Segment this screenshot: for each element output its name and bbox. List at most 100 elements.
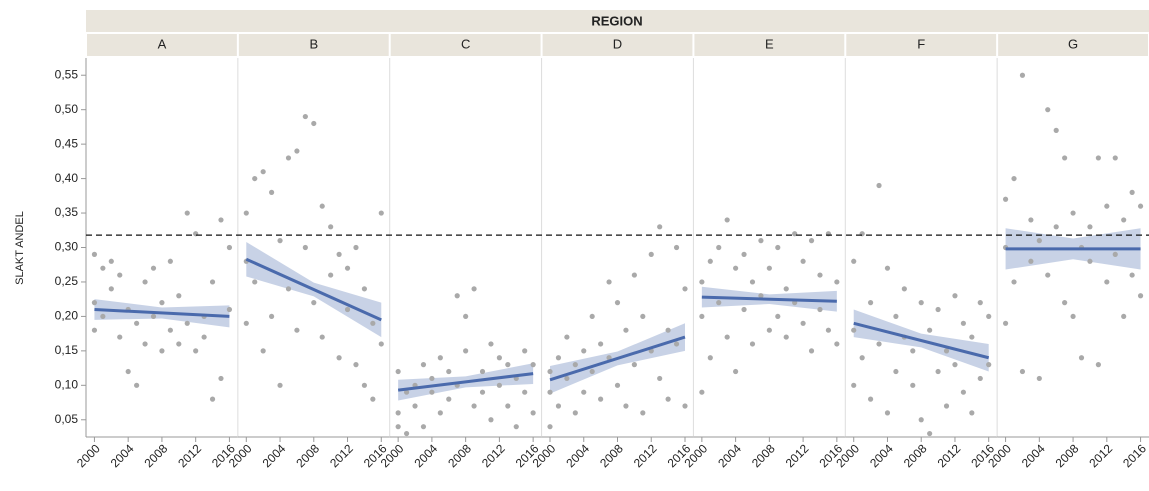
data-point xyxy=(1104,203,1110,209)
data-point xyxy=(530,410,536,416)
data-point xyxy=(943,403,950,409)
data-point xyxy=(935,368,941,375)
data-point xyxy=(1095,362,1101,368)
data-point xyxy=(269,313,275,320)
data-point xyxy=(918,300,924,306)
data-point xyxy=(817,306,823,313)
data-point xyxy=(952,362,958,368)
y-tick-label: 0,50 xyxy=(55,102,79,116)
x-tick-label: 2012 xyxy=(479,441,508,470)
data-point xyxy=(243,210,249,216)
data-point xyxy=(269,189,275,195)
data-point xyxy=(361,286,368,292)
data-point xyxy=(766,265,772,271)
trend-line xyxy=(94,308,230,318)
data-point xyxy=(884,410,891,416)
facet-title: B xyxy=(309,36,318,51)
data-point xyxy=(471,403,477,409)
data-point xyxy=(749,279,756,285)
data-point xyxy=(1002,196,1009,202)
data-point xyxy=(547,389,553,395)
data-point xyxy=(108,286,114,292)
facet-strip xyxy=(238,34,389,56)
data-point xyxy=(167,258,173,264)
data-point xyxy=(969,410,975,416)
data-point xyxy=(665,396,671,402)
data-point xyxy=(167,327,173,333)
data-point xyxy=(302,244,308,251)
data-point xyxy=(336,251,342,257)
data-point xyxy=(699,313,705,320)
data-point xyxy=(328,272,334,278)
facet-strip xyxy=(390,34,541,56)
data-point xyxy=(741,306,747,313)
data-point xyxy=(513,424,519,430)
data-point xyxy=(673,244,680,251)
data-point xyxy=(775,244,781,251)
data-point xyxy=(977,375,983,382)
data-point xyxy=(657,375,663,382)
data-point xyxy=(1011,279,1017,285)
data-point xyxy=(302,113,308,120)
data-point xyxy=(420,362,427,368)
data-point xyxy=(193,348,199,354)
data-point xyxy=(370,396,376,402)
trend-line xyxy=(549,335,686,382)
data-point xyxy=(488,417,494,423)
data-point xyxy=(403,430,410,437)
data-point xyxy=(201,334,207,340)
data-point xyxy=(370,320,376,326)
data-point xyxy=(395,368,401,375)
data-point xyxy=(564,334,570,340)
data-point xyxy=(125,368,131,375)
data-point xyxy=(91,327,98,333)
data-point xyxy=(1053,127,1059,133)
data-point xyxy=(927,327,933,333)
data-point xyxy=(640,313,646,320)
data-point xyxy=(555,403,562,409)
data-point xyxy=(479,389,486,395)
data-point xyxy=(285,286,292,292)
data-point xyxy=(522,348,528,354)
data-point xyxy=(226,306,233,313)
data-point xyxy=(817,272,823,278)
data-point xyxy=(361,382,368,388)
data-point xyxy=(150,265,157,271)
data-point xyxy=(598,341,604,347)
data-point xyxy=(783,334,789,340)
x-tick-label: 2012 xyxy=(327,441,356,470)
data-point xyxy=(808,348,815,354)
data-point xyxy=(623,403,629,409)
data-point xyxy=(1121,313,1127,320)
data-point xyxy=(1028,217,1034,223)
data-point xyxy=(1129,189,1135,195)
data-point xyxy=(252,279,258,285)
data-point xyxy=(437,355,443,361)
data-point xyxy=(758,293,764,299)
data-point xyxy=(808,238,815,244)
y-tick-label: 0,10 xyxy=(55,377,79,391)
data-point xyxy=(437,410,443,416)
data-point xyxy=(893,313,899,320)
data-point xyxy=(614,300,621,306)
data-point xyxy=(800,258,806,264)
x-tick-label: 2008 xyxy=(445,441,474,470)
y-tick-label: 0,15 xyxy=(55,343,79,357)
data-point xyxy=(159,348,165,354)
data-point xyxy=(859,355,865,361)
data-point xyxy=(1137,203,1144,209)
data-point xyxy=(834,341,840,347)
data-point xyxy=(496,382,502,388)
data-point xyxy=(758,238,764,244)
data-point xyxy=(218,375,224,382)
facet-strip xyxy=(694,34,845,56)
data-point xyxy=(1045,272,1051,278)
data-point xyxy=(631,272,637,278)
data-point xyxy=(986,313,992,320)
data-point xyxy=(505,403,511,409)
data-point xyxy=(319,203,325,209)
data-point xyxy=(682,286,688,292)
x-tick-label: 2008 xyxy=(1053,441,1082,470)
data-point xyxy=(910,382,916,388)
data-point xyxy=(960,389,966,395)
